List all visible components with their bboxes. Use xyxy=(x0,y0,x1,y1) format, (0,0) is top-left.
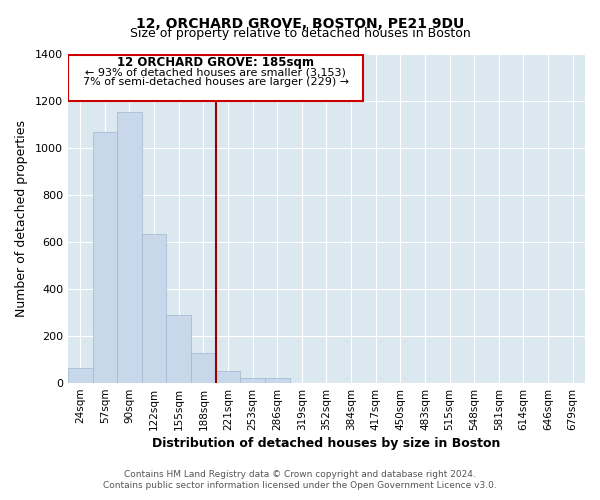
Text: 7% of semi-detached houses are larger (229) →: 7% of semi-detached houses are larger (2… xyxy=(83,76,349,86)
Text: 12, ORCHARD GROVE, BOSTON, PE21 9DU: 12, ORCHARD GROVE, BOSTON, PE21 9DU xyxy=(136,18,464,32)
Text: Contains HM Land Registry data © Crown copyright and database right 2024.
Contai: Contains HM Land Registry data © Crown c… xyxy=(103,470,497,490)
Bar xyxy=(166,315,191,383)
Bar xyxy=(215,372,240,383)
Text: 12 ORCHARD GROVE: 185sqm: 12 ORCHARD GROVE: 185sqm xyxy=(117,56,314,70)
Bar xyxy=(265,378,290,383)
Text: Size of property relative to detached houses in Boston: Size of property relative to detached ho… xyxy=(130,28,470,40)
Bar xyxy=(191,352,215,383)
X-axis label: Distribution of detached houses by size in Boston: Distribution of detached houses by size … xyxy=(152,437,500,450)
Bar xyxy=(142,234,166,383)
Bar xyxy=(240,378,265,383)
Bar xyxy=(92,132,117,383)
Y-axis label: Number of detached properties: Number of detached properties xyxy=(15,120,28,317)
Bar xyxy=(68,368,92,383)
FancyBboxPatch shape xyxy=(68,55,364,101)
Bar xyxy=(117,112,142,383)
Text: ← 93% of detached houses are smaller (3,153): ← 93% of detached houses are smaller (3,… xyxy=(85,68,346,78)
